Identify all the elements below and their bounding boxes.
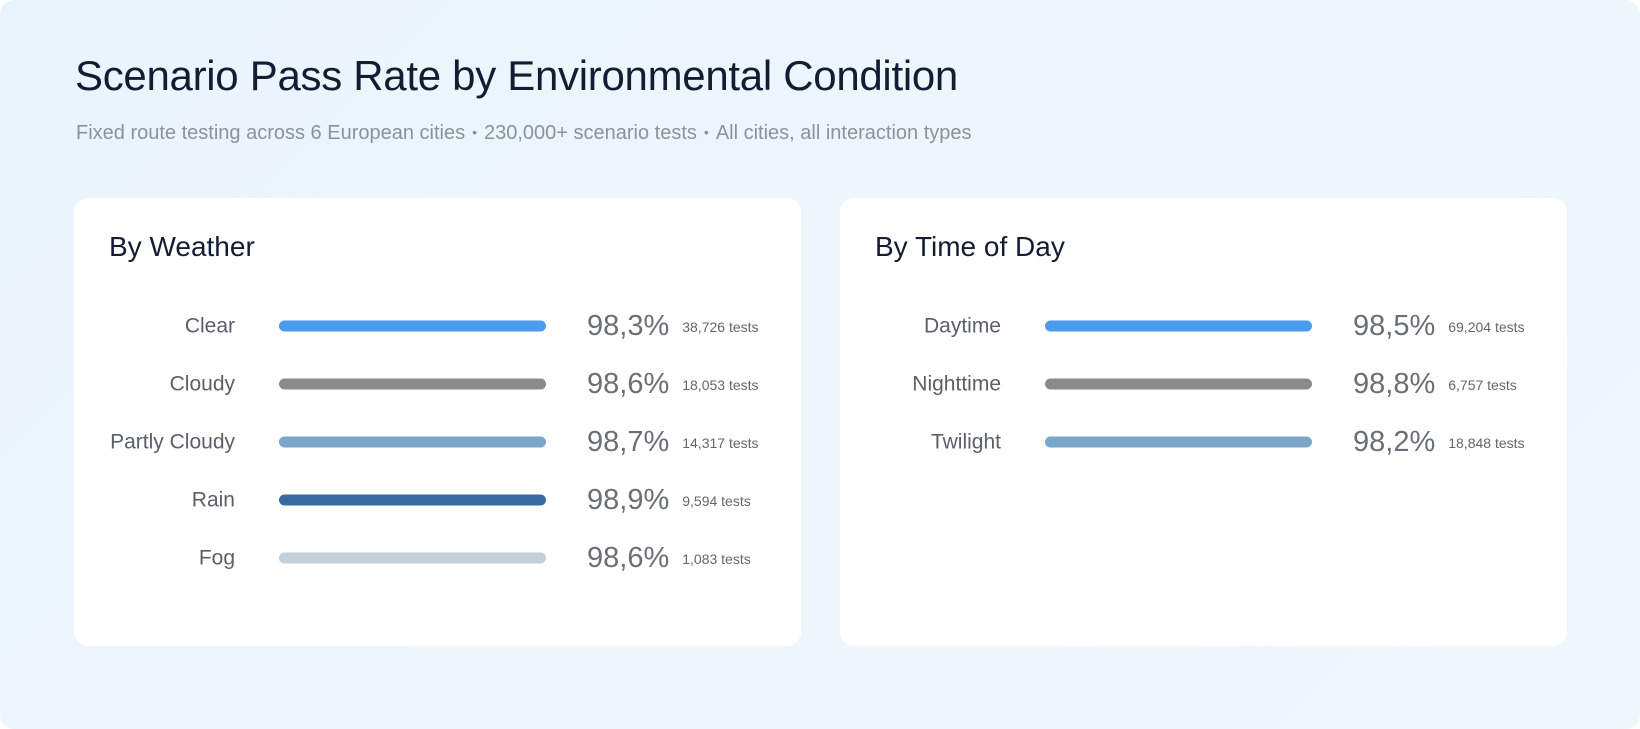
test-count-label: 18,053 tests [682, 377, 758, 393]
subtitle-scope: All cities, all interaction types [715, 122, 972, 144]
pass-rate-label: 98,3% [587, 310, 669, 342]
pass-rate-label: 98,9% [587, 484, 669, 516]
pass-rate-label: 98,2% [1353, 426, 1435, 458]
subtitle-separator: • [703, 124, 709, 140]
time-of-day-bar-chart: Daytime 98,5% 69,204 tests Nighttime 98,8% 6,… [912, 310, 1524, 458]
category-label: Fog [199, 547, 235, 570]
bar-nighttime [1045, 378, 1312, 390]
subtitle-route: Fixed route testing across 6 European ci… [76, 122, 466, 144]
bar-rain [279, 494, 546, 506]
weather-card-title: By Weather [109, 231, 255, 262]
time-of-day-card: By Time of Day Daytime 98,5% 69,204 tests N… [840, 198, 1567, 646]
category-label: Twilight [931, 431, 1001, 454]
test-count-label: 18,848 tests [1448, 435, 1524, 451]
category-label: Partly Cloudy [110, 431, 235, 454]
time-of-day-card-title: By Time of Day [875, 231, 1065, 262]
pass-rate-label: 98,6% [587, 368, 669, 400]
bar-fog [279, 552, 546, 564]
test-count-label: 9,594 tests [682, 493, 751, 509]
test-count-label: 1,083 tests [682, 551, 751, 567]
test-count-label: 69,204 tests [1448, 319, 1524, 335]
bar-partly-cloudy [279, 436, 546, 448]
category-label: Cloudy [170, 373, 236, 396]
weather-bar-chart: Clear 98,3% 38,726 tests Cloudy 98,6% 18,053 … [110, 310, 758, 574]
pass-rate-label: 98,5% [1353, 310, 1435, 342]
category-label: Clear [185, 315, 235, 338]
bar-clear [279, 320, 546, 332]
test-count-label: 14,317 tests [682, 435, 758, 451]
bar-cloudy [279, 378, 546, 390]
category-label: Rain [192, 489, 235, 512]
test-count-label: 38,726 tests [682, 319, 758, 335]
subtitle-tests: 230,000+ scenario tests [484, 122, 697, 144]
pass-rate-label: 98,7% [587, 426, 669, 458]
subtitle-separator: • [472, 124, 477, 140]
test-count-label: 6,757 tests [1448, 377, 1517, 393]
page-title: Scenario Pass Rate by Environmental Cond… [75, 52, 958, 99]
pass-rate-label: 98,8% [1353, 368, 1435, 400]
bar-daytime [1045, 320, 1312, 332]
pass-rate-label: 98,6% [587, 542, 669, 574]
bar-twilight [1045, 436, 1312, 448]
weather-card: By Weather Clear 98,3% 38,726 tests Cloudy 9… [74, 198, 801, 646]
category-label: Nighttime [912, 373, 1001, 396]
page-subtitle: Fixed route testing across 6 European ci… [76, 122, 972, 145]
category-label: Daytime [924, 315, 1001, 338]
